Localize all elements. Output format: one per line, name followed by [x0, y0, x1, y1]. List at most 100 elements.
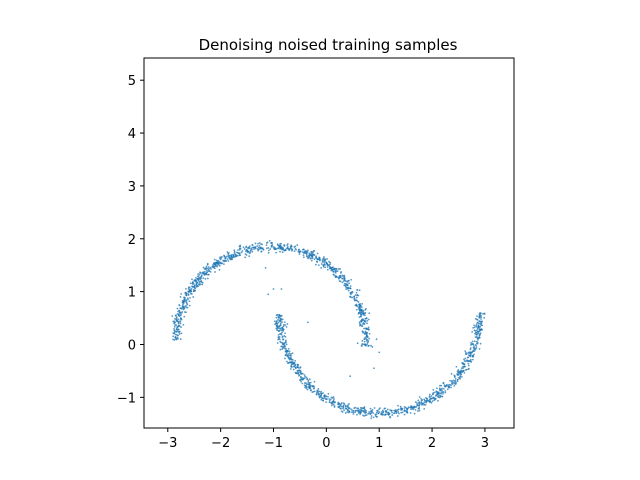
- data-point: [347, 279, 349, 282]
- data-point: [377, 412, 380, 415]
- data-point: [194, 286, 196, 289]
- data-point: [365, 333, 368, 335]
- data-point: [323, 394, 326, 397]
- data-point: [301, 251, 304, 253]
- data-point: [306, 386, 308, 389]
- data-point: [188, 304, 191, 307]
- data-point: [227, 252, 230, 255]
- data-point: [341, 274, 344, 277]
- data-point: [207, 273, 210, 276]
- data-point: [471, 331, 474, 333]
- data-point: [295, 372, 298, 375]
- data-point: [301, 248, 304, 251]
- data-point: [474, 330, 477, 332]
- data-point: [317, 264, 320, 267]
- data-point: [275, 320, 278, 322]
- x-axis: −3 −2 −1 0 1 2 3: [158, 428, 489, 451]
- data-point: [245, 249, 248, 251]
- data-point: [483, 312, 486, 315]
- data-point: [232, 256, 235, 259]
- data-point: [478, 336, 481, 339]
- data-point: [276, 313, 279, 316]
- data-point: [313, 253, 316, 256]
- data-point: [399, 405, 402, 408]
- data-point: [474, 336, 477, 339]
- data-point: [267, 293, 270, 296]
- data-point: [282, 247, 285, 249]
- data-point: [369, 413, 371, 415]
- data-point: [188, 300, 191, 303]
- data-point: [370, 417, 373, 420]
- data-point: [385, 411, 388, 414]
- data-point: [340, 407, 342, 410]
- data-point: [480, 322, 482, 324]
- data-point: [430, 395, 433, 397]
- data-point: [316, 252, 319, 255]
- data-point: [175, 330, 178, 333]
- data-point: [258, 242, 261, 244]
- data-point: [283, 345, 286, 347]
- data-point: [352, 411, 355, 414]
- data-point: [421, 399, 424, 401]
- data-point: [363, 411, 366, 414]
- data-point: [248, 255, 251, 258]
- data-point: [293, 250, 296, 253]
- data-point: [354, 409, 357, 412]
- data-point: [433, 391, 436, 394]
- data-point: [299, 370, 302, 372]
- data-point: [177, 337, 179, 340]
- data-point: [192, 286, 194, 289]
- data-point: [470, 360, 473, 363]
- data-point: [287, 354, 289, 357]
- data-point: [438, 394, 440, 397]
- data-point: [254, 242, 257, 245]
- data-point: [300, 372, 303, 375]
- data-point: [320, 394, 323, 397]
- data-point: [483, 316, 486, 319]
- data-point: [185, 306, 188, 309]
- data-point: [270, 242, 272, 245]
- data-point: [308, 383, 311, 385]
- data-point: [347, 289, 350, 292]
- data-point: [377, 410, 379, 412]
- data-point: [337, 268, 340, 270]
- data-point: [345, 288, 347, 290]
- data-point: [280, 327, 282, 330]
- data-point: [463, 360, 466, 362]
- data-point: [435, 394, 438, 396]
- data-point: [276, 327, 279, 330]
- data-point: [267, 251, 270, 254]
- data-point: [278, 325, 281, 328]
- data-point: [439, 384, 441, 387]
- data-point: [281, 335, 284, 338]
- data-point: [324, 264, 326, 266]
- data-point: [365, 307, 367, 310]
- data-point: [350, 408, 353, 411]
- data-point: [308, 378, 311, 381]
- data-point: [478, 320, 481, 323]
- data-point: [414, 409, 417, 411]
- data-point: [330, 404, 333, 407]
- data-point: [180, 312, 183, 314]
- data-point: [346, 411, 349, 413]
- data-point: [299, 367, 301, 369]
- data-point: [196, 277, 199, 280]
- data-point: [447, 384, 450, 386]
- data-point: [178, 311, 181, 314]
- data-point: [279, 245, 282, 247]
- data-point: [296, 370, 299, 372]
- data-point: [172, 335, 175, 338]
- data-point: [292, 363, 295, 365]
- data-point: [416, 410, 419, 412]
- data-point: [366, 336, 369, 338]
- data-point: [247, 251, 250, 253]
- data-point: [258, 244, 261, 247]
- data-point: [332, 403, 335, 406]
- data-point: [179, 319, 182, 321]
- data-point: [284, 332, 286, 335]
- data-point: [290, 249, 293, 252]
- data-point: [173, 326, 176, 328]
- data-point: [186, 303, 189, 306]
- data-point: [329, 398, 332, 401]
